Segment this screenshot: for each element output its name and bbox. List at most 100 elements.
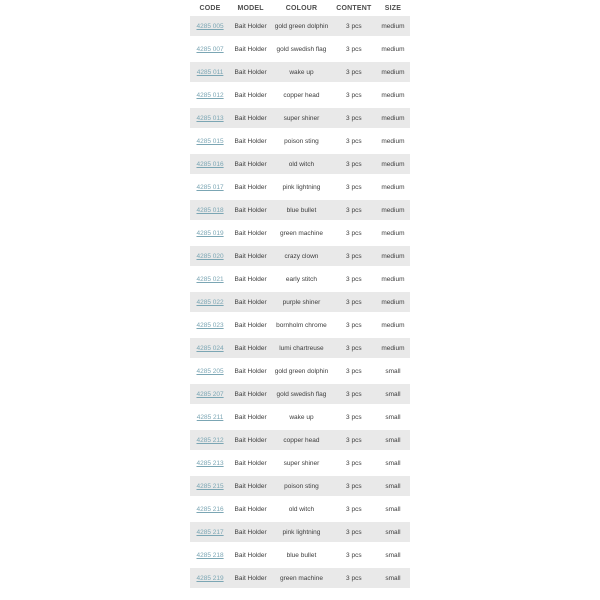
content-cell: 3 pcs	[346, 68, 362, 76]
size-cell: medium	[381, 183, 405, 191]
product-code-link[interactable]: 4285 012	[196, 91, 224, 99]
model-cell: Bait Holder	[234, 321, 267, 329]
content-cell: 3 pcs	[346, 413, 362, 421]
colour-cell: poison sting	[284, 137, 319, 145]
product-code-link[interactable]: 4285 024	[196, 344, 224, 352]
model-cell: Bait Holder	[234, 367, 267, 375]
product-code-link[interactable]: 4285 021	[196, 275, 224, 283]
model-cell: Bait Holder	[234, 68, 267, 76]
table-row: 4285 218 Bait Holder blue bullet 3 pcs small	[190, 545, 411, 565]
size-cell: medium	[381, 344, 405, 352]
colour-cell: gold green dolphin	[274, 367, 329, 375]
colour-cell: super shiner	[283, 459, 320, 467]
colour-cell: green machine	[279, 229, 323, 237]
size-cell: small	[385, 436, 401, 444]
product-code-link[interactable]: 4285 217	[196, 528, 224, 536]
model-cell: Bait Holder	[234, 574, 267, 582]
code-cell: 4285 007	[190, 39, 231, 59]
code-cell: 4285 021	[190, 269, 231, 289]
column-header-content: CONTENT	[336, 5, 372, 12]
code-cell: 4285 212	[190, 430, 231, 450]
model-cell: Bait Holder	[234, 137, 267, 145]
colour-cell: blue bullet	[286, 206, 317, 214]
product-code-link[interactable]: 4285 015	[196, 137, 224, 145]
model-cell: Bait Holder	[234, 413, 267, 421]
product-code-link[interactable]: 4285 007	[196, 45, 224, 53]
colour-cell: gold swedish flag	[276, 390, 327, 398]
product-code-link[interactable]: 4285 013	[196, 114, 224, 122]
code-cell: 4285 020	[190, 246, 231, 266]
model-cell: Bait Holder	[234, 206, 267, 214]
table-row: 4285 021 Bait Holder early stitch 3 pcs medi…	[190, 269, 411, 289]
code-cell: 4285 013	[190, 108, 231, 128]
product-code-link[interactable]: 4285 219	[196, 574, 224, 582]
size-cell: small	[385, 413, 401, 421]
product-code-link[interactable]: 4285 205	[196, 367, 224, 375]
table-row: 4285 215 Bait Holder poison sting 3 pcs smal…	[189, 476, 411, 496]
colour-cell: old witch	[288, 505, 315, 513]
product-code-link[interactable]: 4285 212	[196, 436, 224, 444]
content-cell: 3 pcs	[346, 367, 362, 375]
product-code-link[interactable]: 4285 207	[196, 390, 224, 398]
product-code-link[interactable]: 4285 218	[196, 551, 224, 559]
colour-cell: poison sting	[284, 482, 319, 490]
model-cell: Bait Holder	[234, 390, 267, 398]
model-cell: Bait Holder	[234, 45, 267, 53]
product-code-link[interactable]: 4285 017	[196, 183, 224, 191]
product-code-link[interactable]: 4285 211	[196, 413, 224, 421]
size-cell: medium	[381, 252, 405, 260]
table-row: 4285 012 Bait Holder copper head 3 pcs mediu…	[190, 85, 411, 105]
product-code-link[interactable]: 4285 018	[196, 206, 224, 214]
code-cell: 4285 005	[190, 16, 231, 36]
code-cell: 4285 215	[190, 476, 231, 496]
colour-cell: wake up	[289, 413, 314, 421]
code-cell: 4285 023	[190, 315, 231, 335]
table-row: 4285 013 Bait Holder super shiner 3 pcs medi…	[189, 108, 411, 128]
size-cell: medium	[381, 91, 405, 99]
content-cell: 3 pcs	[346, 252, 362, 260]
code-cell: 4285 207	[190, 384, 231, 404]
table-row: 4285 024 Bait Holder lumi chartreuse 3 pcs m…	[189, 338, 411, 358]
size-cell: medium	[381, 45, 405, 53]
content-cell: 3 pcs	[346, 321, 362, 329]
colour-cell: old witch	[288, 160, 315, 168]
product-code-link[interactable]: 4285 213	[196, 459, 224, 467]
product-code-link[interactable]: 4285 011	[196, 68, 224, 76]
code-cell: 4285 217	[190, 522, 231, 542]
colour-cell: lumi chartreuse	[279, 344, 324, 352]
product-code-link[interactable]: 4285 023	[196, 321, 224, 329]
size-cell: medium	[381, 160, 405, 168]
product-code-link[interactable]: 4285 022	[196, 298, 224, 306]
content-cell: 3 pcs	[346, 206, 362, 214]
size-cell: medium	[381, 206, 405, 214]
code-cell: 4285 218	[190, 545, 231, 565]
product-code-link[interactable]: 4285 216	[196, 505, 224, 513]
code-cell: 4285 019	[190, 223, 231, 243]
table-row: 4285 007 Bait Holder gold swedish flag 3 pc…	[190, 39, 411, 59]
table-row: 4285 219 Bait Holder green machine 3 pcs sma…	[189, 568, 411, 588]
model-cell: Bait Holder	[234, 298, 267, 306]
model-cell: Bait Holder	[234, 22, 267, 30]
product-code-link[interactable]: 4285 215	[196, 482, 224, 490]
model-cell: Bait Holder	[234, 528, 267, 536]
product-code-link[interactable]: 4285 005	[196, 22, 224, 30]
content-cell: 3 pcs	[346, 160, 362, 168]
product-code-link[interactable]: 4285 020	[196, 252, 224, 260]
content-cell: 3 pcs	[346, 91, 362, 99]
table-row: 4285 211 Bait Holder wake up 3 pcs small	[190, 407, 411, 427]
code-cell: 4285 017	[190, 177, 231, 197]
model-cell: Bait Holder	[234, 436, 267, 444]
content-cell: 3 pcs	[346, 459, 362, 467]
size-cell: medium	[381, 275, 405, 283]
model-cell: Bait Holder	[234, 459, 267, 467]
table-row: 4285 023 Bait Holder bornholm chrome 3 pcs m…	[190, 315, 411, 335]
product-table: CODE MODEL COLOUR CONTENT SIZE 4285 005 Bait …	[189, 0, 411, 591]
product-code-link[interactable]: 4285 016	[196, 160, 224, 168]
colour-cell: copper head	[283, 91, 320, 99]
colour-cell: gold green dolphin	[274, 22, 329, 30]
table-row: 4285 015 Bait Holder poison sting 3 pcs medi…	[190, 131, 411, 151]
colour-cell: crazy clown	[284, 252, 319, 260]
size-cell: small	[385, 459, 401, 467]
product-code-link[interactable]: 4285 019	[196, 229, 224, 237]
table-row: 4285 213 Bait Holder super shiner 3 pcs smal…	[190, 453, 411, 473]
